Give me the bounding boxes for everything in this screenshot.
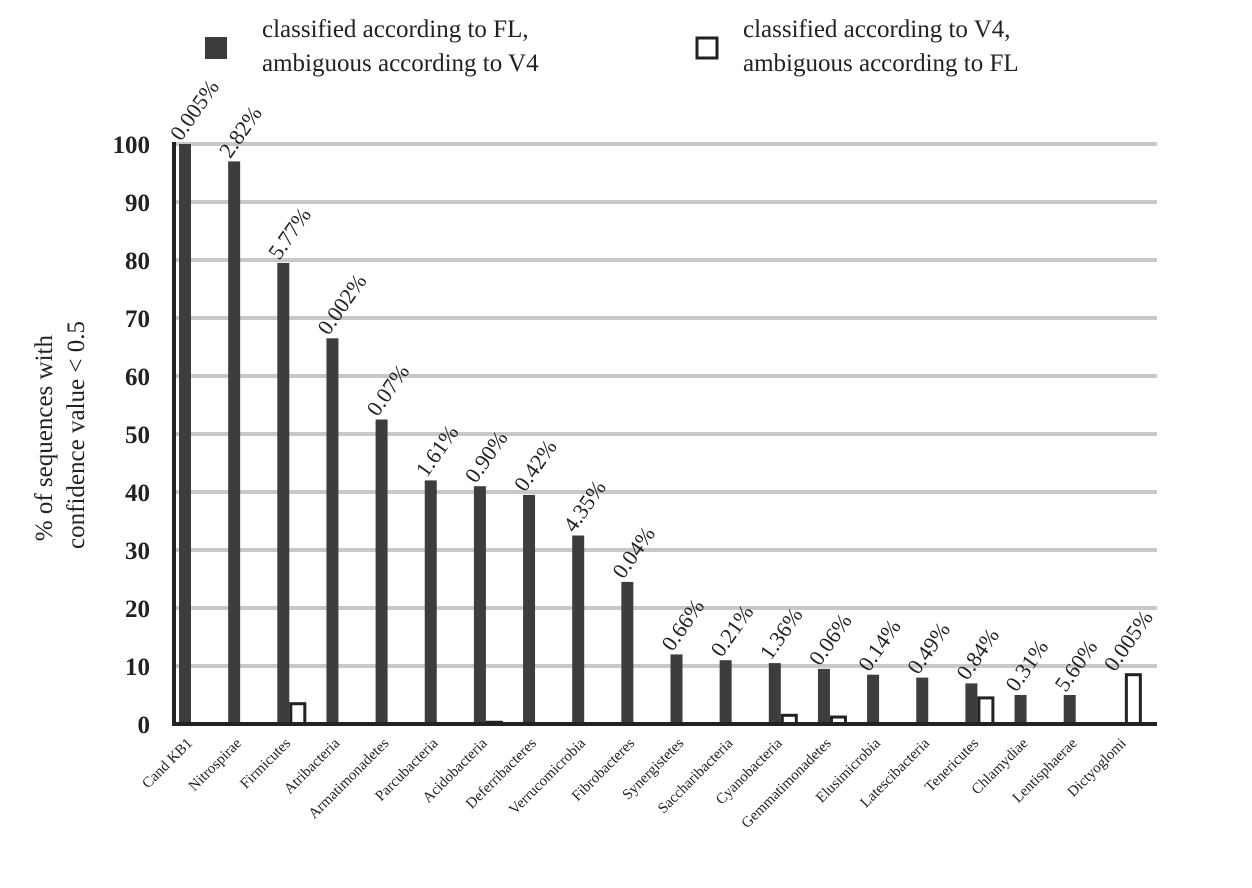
- bar-v4: [1124, 673, 1142, 726]
- legend-swatch-filled: [205, 37, 227, 59]
- bar-value-label: 0.04%: [607, 522, 660, 583]
- legend-label-outline-line-2: ambiguous according to FL: [743, 50, 1019, 77]
- bar-fl: [1063, 695, 1076, 724]
- x-category-label: Gemmatimonadetes: [739, 735, 835, 831]
- bar-value-label: 0.005%: [165, 75, 224, 145]
- bar-value-label: 2.82%: [214, 101, 267, 162]
- bar-fl: [277, 262, 290, 724]
- bar-fl: [179, 144, 191, 724]
- y-axis-tick-labels: 0 10 20 30 40 50 60 70 80 90 100: [113, 132, 151, 739]
- y-tick-label: 50: [125, 422, 150, 449]
- bar-value-label: 1.61%: [410, 420, 463, 481]
- bar-fl: [572, 535, 585, 724]
- bars-layer: [179, 144, 1142, 726]
- bar-value-label: 0.07%: [361, 359, 414, 420]
- bar-value-label: 0.66%: [656, 594, 709, 655]
- bar-fl: [424, 480, 437, 724]
- bar-fl: [523, 494, 536, 724]
- legend-label-outline-line-1: classified according to V4,: [743, 16, 1011, 43]
- y-axis-label-line-2: confidence value < 0.5: [63, 321, 90, 549]
- bar-fl: [326, 338, 339, 724]
- bar-value-label: 0.84%: [951, 623, 1004, 684]
- legend-label-filled-line-1: classified according to FL,: [262, 16, 529, 43]
- bar-v4: [977, 696, 995, 726]
- legend: classified according to FL, ambiguous ac…: [205, 16, 1019, 77]
- legend-label-filled-line-2: ambiguous according to V4: [262, 50, 539, 77]
- bar-fl: [375, 419, 388, 724]
- bar-value-label: 4.35%: [558, 475, 611, 536]
- y-tick-label: 60: [125, 364, 150, 391]
- bar-v4: [289, 702, 307, 726]
- bar-fl: [621, 581, 634, 724]
- bar-value-label: 0.06%: [804, 609, 857, 670]
- y-tick-label: 20: [125, 596, 150, 623]
- bar-fl: [867, 674, 880, 724]
- bar-fl: [1014, 695, 1027, 724]
- y-tick-label: 80: [125, 248, 150, 275]
- bar-value-label: 0.42%: [509, 435, 562, 496]
- y-tick-label: 70: [125, 306, 150, 333]
- y-tick-label: 0: [138, 712, 151, 739]
- y-tick-label: 30: [125, 538, 150, 565]
- y-tick-label: 100: [113, 132, 151, 159]
- bar-fl: [228, 161, 241, 724]
- y-axis-label: % of sequences with confidence value < 0…: [31, 321, 90, 549]
- bar-fl: [768, 663, 781, 724]
- bar-value-label: 1.36%: [754, 603, 807, 664]
- bar-value-label: 0.49%: [902, 618, 955, 679]
- bar-fl: [670, 654, 683, 724]
- y-tick-label: 40: [125, 480, 150, 507]
- y-tick-label: 90: [125, 190, 150, 217]
- bar-fl: [719, 660, 732, 724]
- bar-fl: [817, 668, 830, 724]
- bar-fl: [965, 683, 978, 724]
- bar-value-label: 5.77%: [263, 203, 316, 264]
- y-axis-label-line-1: % of sequences with: [31, 335, 58, 542]
- x-axis-category-labels: Cand KB1NitrospiraeFirmicutesAtribacteri…: [139, 735, 1129, 831]
- bar-value-label: 0.002%: [312, 269, 371, 339]
- axes: [172, 142, 1157, 726]
- legend-swatch-outline: [695, 36, 719, 60]
- grid-layer: [174, 142, 1157, 668]
- y-tick-label: 10: [125, 654, 150, 681]
- bar-value-labels: 0.005%2.82%5.77%0.002%0.07%1.61%0.90%0.4…: [165, 75, 1158, 696]
- bar-fl: [916, 677, 929, 724]
- bar-fl: [473, 486, 486, 724]
- x-category-label: Nitrospirae: [186, 735, 245, 794]
